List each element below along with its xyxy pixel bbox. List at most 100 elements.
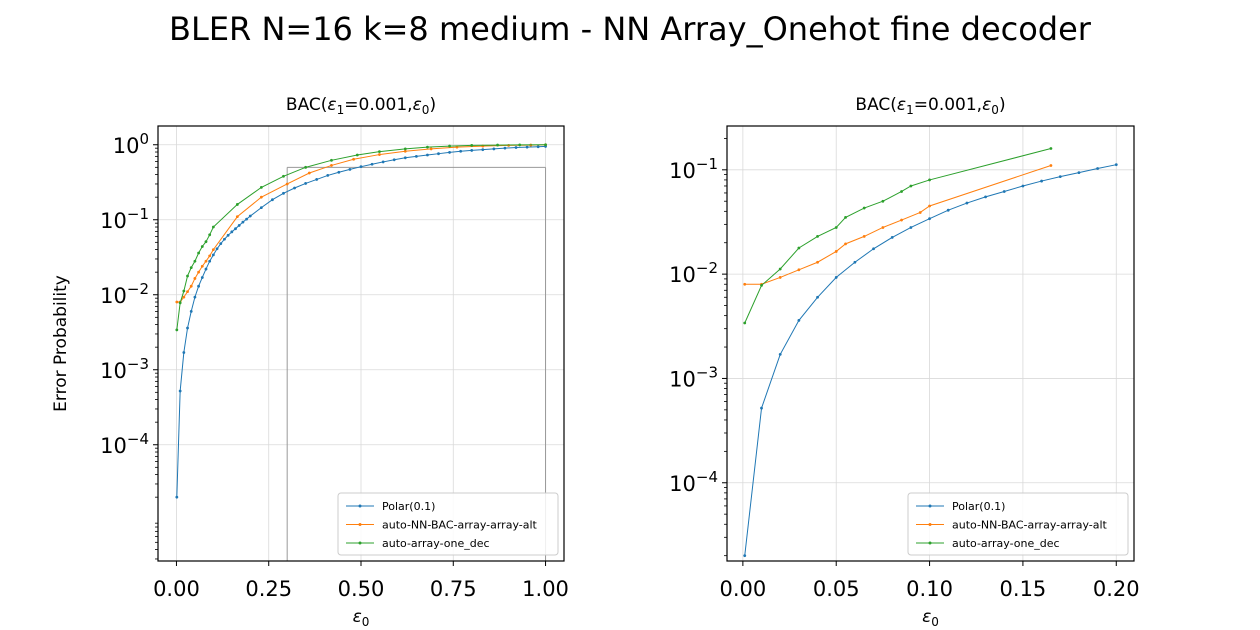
y-tick-exponent: −4 [696, 468, 718, 486]
data-point-onehot [816, 234, 819, 238]
data-point-nn [918, 211, 922, 214]
data-point-nn [200, 264, 204, 268]
legend-swatch-marker [928, 504, 932, 508]
data-point-polar [315, 178, 319, 181]
data-point-onehot [182, 289, 186, 293]
data-point-onehot [900, 190, 903, 193]
legend: Polar(0.1) auto-NN-BAC-array-array-alt aut… [337, 492, 559, 556]
axes-title: BAC(ε1=0.001,ε0) [286, 95, 436, 117]
data-point-onehot [881, 199, 885, 203]
data-point-polar [204, 267, 208, 271]
data-point-polar [197, 284, 201, 288]
data-point-polar [853, 260, 857, 264]
data-point-onehot [862, 206, 866, 210]
data-point-onehot [200, 245, 204, 248]
data-point-polar [359, 165, 363, 169]
data-point-polar [1096, 167, 1099, 170]
data-point-polar [182, 351, 186, 354]
data-point-onehot [909, 184, 913, 188]
data-point-polar [909, 226, 913, 229]
y-tick-base: 10 [669, 159, 696, 183]
legend-label: auto-NN-BAC-array-array-alt [382, 519, 538, 532]
data-point-polar [503, 146, 507, 150]
y-tick-exponent: −3 [127, 355, 149, 373]
legend-frame [337, 492, 559, 556]
data-point-polar [370, 162, 374, 166]
data-point-polar [259, 206, 263, 210]
y-tick-base: 10 [113, 134, 140, 158]
data-point-polar [178, 389, 182, 393]
data-point-polar [193, 295, 197, 299]
data-point-onehot [211, 225, 215, 229]
legend-swatch-marker [358, 541, 362, 545]
data-point-polar [248, 214, 252, 218]
y-tick-label: 10−1 [669, 155, 718, 183]
legend: Polar(0.1) auto-NN-BAC-array-array-alt aut… [907, 492, 1129, 556]
legend-label: auto-array-one_dec [952, 537, 1060, 550]
data-point-onehot [743, 321, 747, 325]
data-point-polar [215, 247, 219, 251]
data-point-polar [189, 309, 193, 313]
data-point-polar [525, 145, 529, 149]
data-point-polar [381, 160, 385, 164]
x-axis-label: ε0 [353, 607, 370, 629]
x-tick-label: 0.75 [430, 577, 477, 601]
y-tick-base: 10 [669, 367, 696, 391]
data-point-polar [448, 151, 451, 154]
data-point-onehot [518, 143, 522, 147]
legend-swatch-marker [928, 523, 932, 526]
axes-title-prefix: BAC( [855, 95, 897, 115]
data-point-onehot [282, 174, 285, 178]
data-point-polar [1058, 175, 1062, 179]
data-point-onehot [426, 145, 429, 149]
data-point-polar [326, 174, 330, 177]
axes-title-mid: =0.001, [344, 95, 412, 115]
data-point-nn [834, 250, 838, 253]
data-point-polar [348, 167, 352, 171]
y-tick-exponent: −1 [127, 205, 149, 223]
x-tick-label: 0.15 [1000, 577, 1047, 601]
x-tick-label: 0.05 [813, 577, 860, 601]
data-point-polar [797, 319, 801, 322]
data-point-nn [197, 270, 201, 274]
data-point-polar [470, 149, 474, 152]
data-point-nn [235, 215, 239, 219]
data-point-polar [778, 353, 782, 356]
data-point-onehot [1049, 147, 1053, 150]
data-point-nn [928, 204, 931, 208]
series-group [175, 143, 547, 499]
data-point-nn [186, 290, 189, 294]
data-point-polar [872, 247, 875, 251]
legend-swatch-marker [358, 523, 362, 526]
data-point-polar [392, 158, 396, 162]
data-point-polar [186, 326, 189, 330]
data-point-onehot [330, 158, 333, 162]
y-tick-exponent: 0 [139, 130, 149, 148]
data-point-polar [304, 182, 308, 185]
data-point-nn [778, 276, 782, 279]
axes-title-epsilon0: ε [982, 95, 991, 115]
data-point-polar [1040, 179, 1043, 183]
y-tick-exponent: −2 [127, 280, 149, 298]
axes-title-epsilon1: ε [327, 95, 336, 115]
y-tick-label: 10−4 [669, 468, 718, 496]
data-point-polar [211, 253, 215, 257]
x-tick-label: 0.20 [1093, 577, 1140, 601]
data-point-polar [492, 147, 496, 151]
x-tick-label: 1.00 [522, 577, 569, 601]
data-point-onehot [235, 203, 239, 206]
data-point-onehot [378, 150, 381, 154]
x-tick-label: 0.00 [153, 577, 200, 601]
x-tick-label: 0.50 [338, 577, 385, 601]
data-point-nn [189, 284, 193, 288]
data-point-polar [282, 191, 285, 195]
chart-panel-2: 0.00 0.05 0.10 0.15 0.2010−110−210−310−4BAC(… [669, 95, 1140, 629]
data-point-polar [245, 217, 248, 221]
axes-title-sub1: 1 [337, 103, 345, 117]
data-point-polar [437, 152, 440, 156]
axes-frame [726, 125, 1135, 562]
data-point-onehot [175, 328, 179, 332]
chart-panel-1: 0.00 0.25 0.50 0.75 1.0010010−110−210−310−4B… [51, 95, 569, 629]
data-point-nn [455, 145, 459, 149]
